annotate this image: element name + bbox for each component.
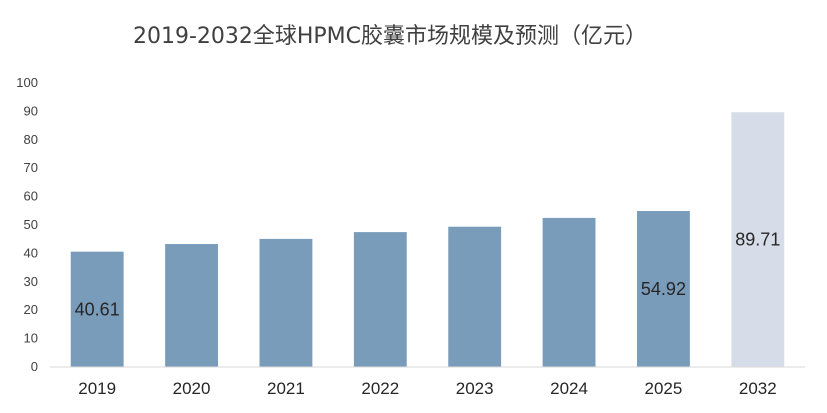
x-tick-label: 2025: [645, 379, 683, 398]
bar-group: [70, 112, 785, 367]
bar-2021: [259, 238, 313, 367]
y-tick-label: 80: [24, 132, 38, 147]
bar-2032: [731, 112, 785, 367]
y-tick-label: 100: [16, 75, 38, 90]
y-tick-label: 70: [24, 160, 38, 175]
y-tick-label: 30: [24, 274, 38, 289]
x-tick-label: 2022: [361, 379, 399, 398]
y-tick-label: 40: [24, 245, 38, 260]
data-labels: 40.61 54.92 89.71: [75, 230, 781, 320]
x-axis: 2019 2020 2021 2022 2023 2024 2025 2032: [78, 379, 776, 398]
x-tick-label: 2021: [267, 379, 305, 398]
chart-title: 2019-2032全球HPMC胶囊市场规模及预测（亿元）: [132, 24, 648, 49]
bar-2022: [353, 232, 407, 367]
bar-2024: [542, 217, 596, 367]
y-tick-label: 50: [24, 217, 38, 232]
y-tick-label: 60: [24, 189, 38, 204]
bar-2025: [637, 211, 690, 367]
data-label-2025: 54.92: [641, 279, 686, 299]
data-label-2032: 89.71: [735, 230, 780, 250]
bar-2020: [165, 244, 218, 367]
y-axis: 0 10 20 30 40 50 60 70 80 90 100: [16, 75, 38, 374]
y-tick-label: 20: [24, 302, 38, 317]
x-tick-label: 2024: [550, 379, 588, 398]
x-tick-label: 2023: [456, 379, 494, 398]
bar-2019: [70, 251, 124, 367]
x-tick-label: 2020: [173, 379, 211, 398]
x-tick-label: 2019: [78, 379, 116, 398]
x-tick-label: 2032: [739, 379, 777, 398]
data-label-2019: 40.61: [75, 299, 120, 319]
y-tick-label: 10: [24, 331, 38, 346]
y-tick-label: 0: [31, 359, 38, 374]
y-tick-label: 90: [24, 103, 38, 118]
bar-2023: [448, 226, 502, 367]
